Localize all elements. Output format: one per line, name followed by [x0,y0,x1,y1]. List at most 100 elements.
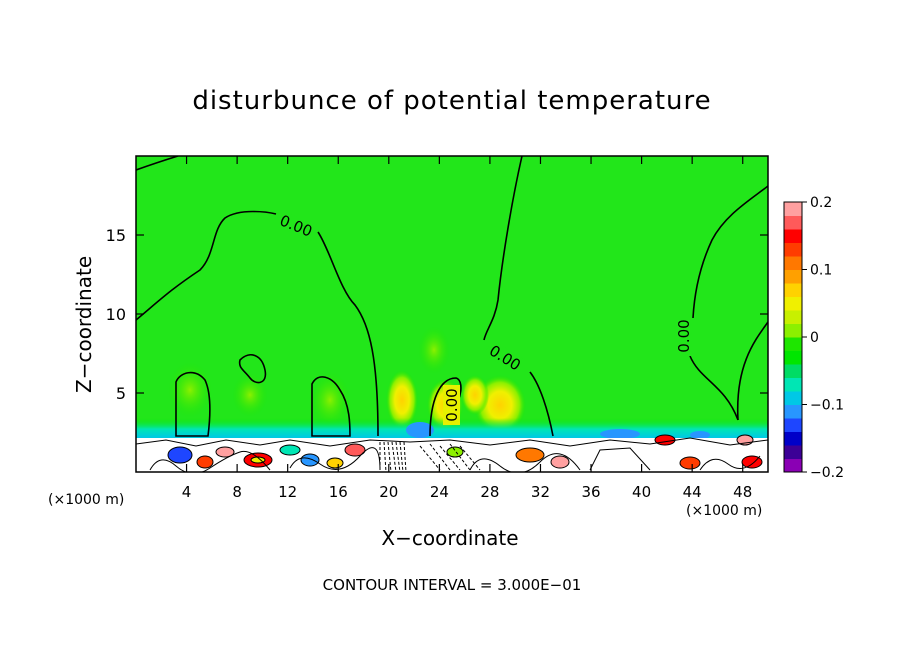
warm-patch [232,373,268,417]
warm-patch [461,375,489,415]
x-tick-label: 32 [531,483,550,501]
ground-patch [515,447,545,463]
ground-patch [215,446,235,458]
warm-patch [310,372,350,428]
colorbar-swatch [784,283,802,297]
colorbar-swatch [784,391,802,405]
colorbar-swatch [784,242,802,257]
contour-zero-center-b [529,371,554,437]
colorbar-swatch [784,458,802,473]
colorbar-swatch [784,364,802,378]
colorbar-tick-label: −0.1 [810,398,844,414]
ground-patch [326,457,344,469]
dash-line [379,441,407,472]
ground-contour [289,447,381,471]
colorbar-swatch [784,229,802,243]
colorbar-swatch [784,296,802,311]
contour-zero-center [483,156,523,341]
colorbar-swatch [784,323,802,338]
colorbar-swatch [784,256,802,270]
colorbar-tick-label: 0.1 [810,263,832,279]
x-tick-label: 16 [329,483,348,501]
ground-patch [654,434,676,446]
x-tick-label: 48 [733,483,752,501]
warm-patch [168,362,212,418]
y-tick-label: 5 [116,384,126,403]
contour-label-group: 0.00 0.00 0.00 0.00 [274,210,693,425]
contour-label-bg [274,210,318,241]
contour-interval-note: CONTOUR INTERVAL = 3.000E−01 [322,576,582,594]
x-tick-label: 20 [379,483,398,501]
colorbar-swatch [784,337,802,351]
contour-label-bg [675,316,692,356]
contour-zero-loop [238,354,267,384]
contour-zero-loop [175,371,211,437]
ground-patch [344,443,366,457]
ground-patches [167,434,763,470]
cool-patch [406,422,434,438]
x-tick-label: 4 [182,483,192,501]
contour-label-bg [483,339,527,376]
x-tick-label: 8 [232,483,242,501]
contour-zero-farright [736,321,768,421]
ground-contour [136,437,768,447]
ground-contour [149,450,271,472]
ground-patch [196,455,214,469]
x-tick-label: 36 [581,483,600,501]
ground-patch [300,453,320,467]
cool-patch [600,429,640,439]
contour-label: 0.00 [675,319,693,352]
x-unit-right: (×1000 m) [686,503,763,519]
ground-contours [136,437,768,472]
ground-patch [250,456,266,464]
colorbar-swatch [784,377,802,392]
ground-patch [679,456,701,470]
y-tick-label: 10 [106,305,126,324]
chart-title: disturbunce of potential temperature [192,86,712,116]
colorbar-swatch [784,404,802,419]
colorbar-ticks: 0.2 0.1 0 −0.1 −0.2 [802,195,844,481]
contour-zero-loop [311,376,351,437]
colorbar-swatch [784,431,802,446]
colorbar-swatch [784,215,802,230]
colorbar-tick-label: 0 [810,330,819,346]
contour-zero-right-b [689,355,739,421]
dense-dash-region [379,441,481,472]
x-unit-left: (×1000 m) [48,492,125,508]
x-axis-label: X−coordinate [381,526,519,550]
warm-patch [386,370,418,430]
colorbar-swatch [784,418,802,432]
colorbar-swatch [784,445,802,459]
y-tick-label: 15 [106,226,126,245]
ground-contour [589,447,651,471]
x-tick-label: 24 [430,483,449,501]
ground-contour [699,455,761,471]
x-tick-label: 40 [632,483,651,501]
heatmap-field [136,156,768,472]
colorbar-swatch [784,202,802,216]
colorbar-swatch [784,269,802,284]
ground-patch [279,444,301,456]
dash-line [419,443,481,471]
ground-patch [550,455,570,469]
colorbar-swatch [784,350,802,365]
colorbar-tick-label: 0.2 [810,195,832,211]
contour-zero-left [136,210,277,321]
colorbar [784,202,802,473]
ground-contour [469,453,581,472]
y-axis-ticks: 5 10 15 [106,226,768,403]
ground-patch [167,446,193,464]
contour-label-bg [443,385,460,425]
y-axis-label: Z−coordinate [72,255,96,393]
x-axis-ticks: 4 8 12 16 20 24 28 32 36 40 44 48 [182,156,752,501]
contour-zero-topleft [136,156,179,171]
cool-patch [690,431,710,439]
ground-patch [446,446,464,458]
contour-label: 0.00 [443,388,461,421]
x-tick-label: 44 [683,483,702,501]
colorbar-tick-label: −0.2 [810,465,844,481]
x-tick-label: 28 [480,483,499,501]
warm-patch [418,326,450,374]
contour-zero-right [692,185,768,319]
